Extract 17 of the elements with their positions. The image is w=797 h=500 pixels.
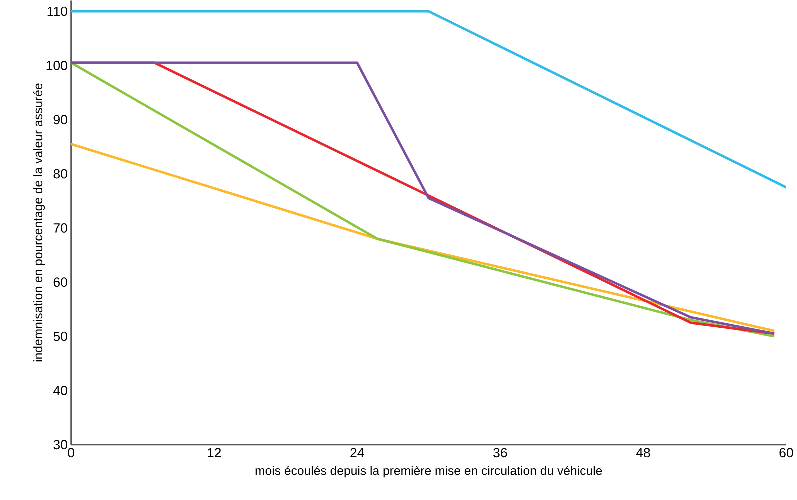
y-tick-label: 30 <box>54 440 68 450</box>
y-axis-title: indemnisation en pourcentage de la valeur assurée <box>33 84 46 362</box>
y-tick-label: 100 <box>46 60 68 70</box>
y-tick-label: 80 <box>54 169 68 179</box>
y-tick-label: 70 <box>54 223 68 233</box>
y-tick-label: 90 <box>54 115 68 125</box>
x-tick-label: 48 <box>636 448 650 458</box>
x-axis-title: mois écoulés depuis la première mise en circulation du véhicule <box>256 466 602 478</box>
x-tick-label: 12 <box>208 448 222 458</box>
x-tick-label: 24 <box>350 448 364 458</box>
y-tick-label: 60 <box>54 278 68 288</box>
y-tick-label: 110 <box>48 6 68 16</box>
x-tick-label: 36 <box>494 448 508 458</box>
y-tick-label: 50 <box>54 332 68 342</box>
y-tick-label: 40 <box>54 386 68 396</box>
x-tick-label: 0 <box>68 448 74 458</box>
x-tick-label: 60 <box>780 448 794 458</box>
